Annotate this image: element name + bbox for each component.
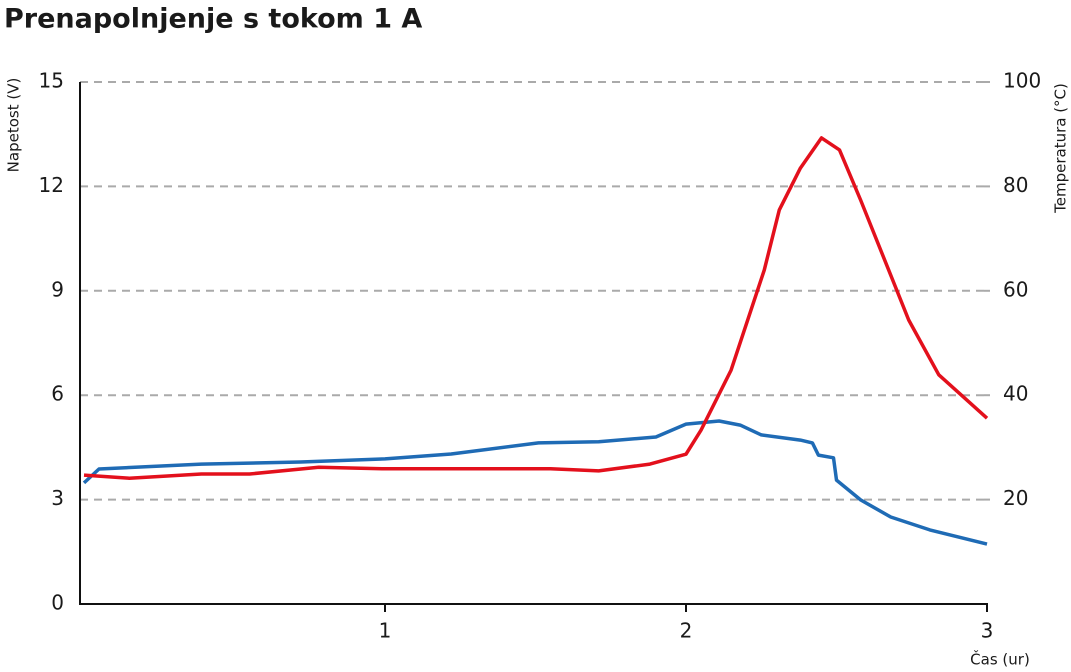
y2-axis-label: Temperatura (°C): [1052, 83, 1070, 214]
data-line: [82, 419, 988, 546]
y-tick-label: 15: [39, 69, 64, 93]
x-axis-label: Čas (ur): [970, 650, 1030, 669]
y-axis-label: Napetost (V): [5, 78, 23, 173]
x-tick-label: 3: [981, 619, 994, 643]
y2-tick-label: 100: [1003, 69, 1041, 93]
y-tick-label: 0: [51, 591, 64, 615]
data-line: [83, 136, 989, 480]
y-tick-label: 9: [51, 277, 64, 301]
chart-title: Prenapolnjenje s tokom 1 A: [4, 4, 422, 35]
y-tick-label: 3: [51, 486, 64, 510]
x-tick-label: 1: [379, 619, 392, 643]
y2-tick-label: 20: [1003, 486, 1028, 510]
y-tick-label: 12: [39, 173, 64, 197]
y2-tick-label: 40: [1003, 382, 1028, 406]
x-tick-label: 2: [680, 619, 693, 643]
y2-tick-label: 60: [1003, 277, 1028, 301]
y-tick-label: 6: [51, 382, 64, 406]
y2-tick-label: 80: [1003, 173, 1028, 197]
